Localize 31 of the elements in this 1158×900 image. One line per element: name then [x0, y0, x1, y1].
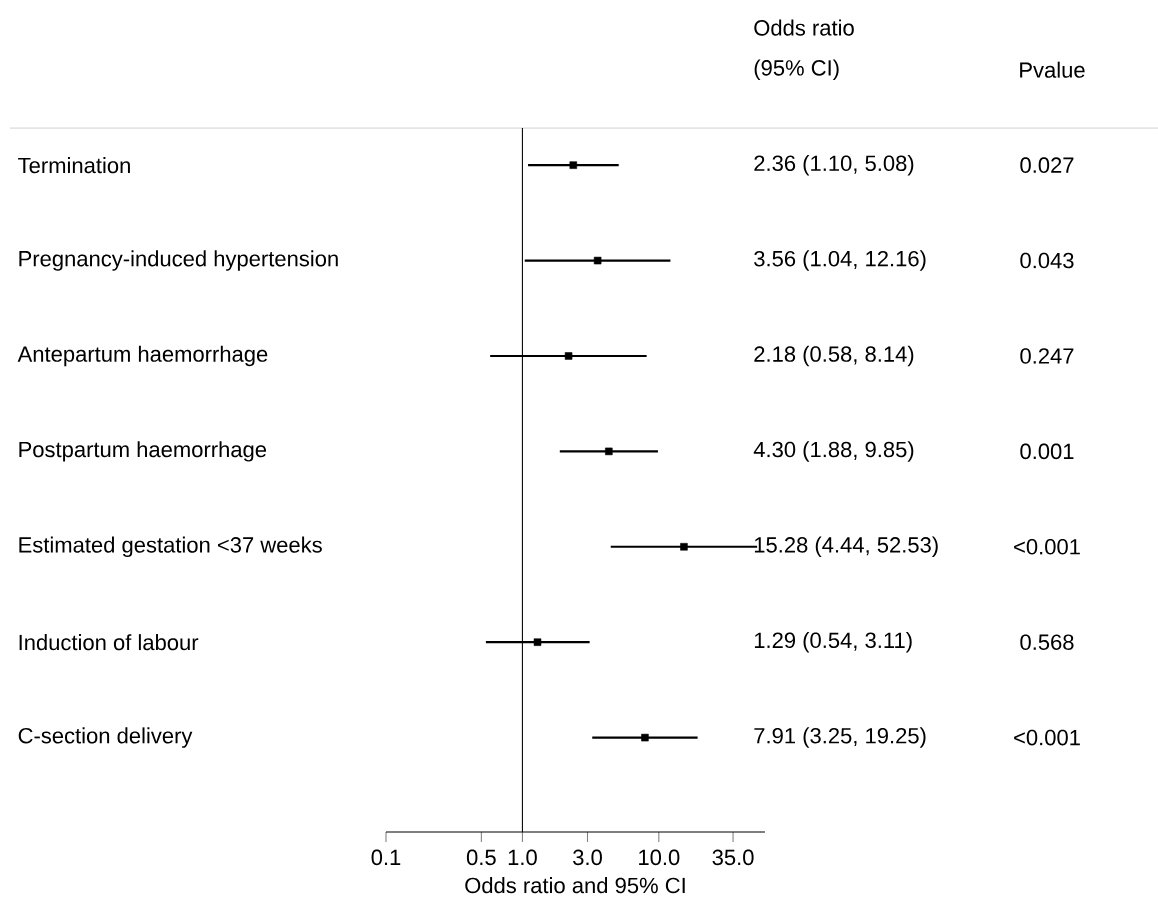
text: 0.247: [1020, 348, 1074, 364]
annotation: 2.36 (1.10, 5.08): [754, 154, 914, 176]
text: 0.027: [1020, 157, 1074, 173]
x-tick-label: 0.5: [466, 849, 496, 866]
x-tick-label: 1.0: [508, 849, 537, 866]
y-tick-label: C-section delivery: [18, 727, 193, 748]
text: (95% CI): [754, 59, 839, 81]
text: <0.001: [1014, 538, 1080, 555]
x-tick-label: 10.0: [639, 849, 680, 866]
y-tick-label: Pregnancy-induced hypertension: [19, 250, 338, 271]
annotation: 7.91 (3.25, 19.25): [754, 727, 926, 748]
annotation: 4.30 (1.88, 9.85): [753, 441, 914, 462]
y-tick-label: Estimated gestation <37 weeks: [19, 536, 322, 558]
annotation: 2.18 (0.58, 8.14): [754, 345, 914, 367]
x-tick-label: 35.0: [712, 849, 754, 866]
annotation: 3.56 (1.04, 12.16): [754, 250, 926, 271]
text: Odds ratio: [754, 19, 854, 36]
x-tick-label: 0.1: [371, 849, 401, 866]
text: 0.568: [1020, 634, 1074, 650]
y-tick-label: Antepartum haemorrhage: [17, 345, 268, 367]
y-tick-label: Postpartum haemorrhage: [19, 441, 267, 462]
annotation: 15.28 (4.44, 52.53): [754, 536, 938, 558]
y-tick-label: Termination: [18, 157, 130, 174]
x-axis-title: Odds ratio and 95% CI: [465, 877, 685, 894]
x-tick-label: 3.0: [573, 849, 602, 866]
text: 0.001: [1020, 443, 1074, 460]
text: <0.001: [1014, 729, 1080, 746]
y-tick-label: Induction of labour: [19, 634, 199, 651]
text: Pvalue: [1020, 61, 1085, 78]
annotation: 1.29 (0.54, 3.11): [754, 631, 912, 653]
text: 0.043: [1020, 252, 1074, 269]
